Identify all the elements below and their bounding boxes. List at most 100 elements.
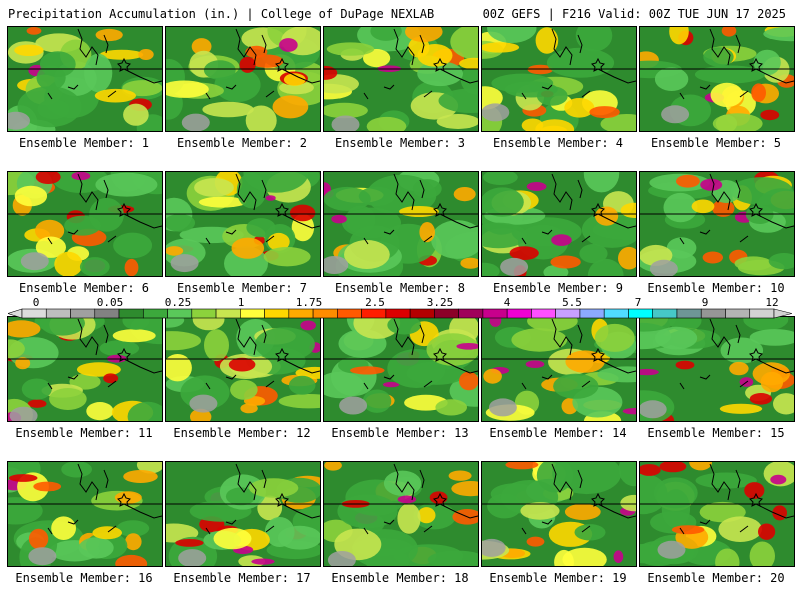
precip-blob [527, 317, 578, 332]
coastline [205, 463, 320, 535]
member-panel-15[interactable] [639, 316, 795, 422]
precip-field-map [640, 27, 794, 131]
precip-blob [749, 393, 773, 405]
precip-blob [640, 317, 676, 332]
precip-blob [583, 172, 620, 193]
member-panel-8[interactable] [323, 171, 479, 277]
colorbar-swatch [167, 308, 193, 319]
precip-blob [459, 57, 478, 70]
precip-blob [489, 317, 502, 327]
precip-blob [536, 86, 568, 106]
precip-blob [326, 42, 375, 56]
precip-blob [112, 329, 156, 343]
precip-blob [505, 462, 539, 470]
colorbar-tick-label: 4 [504, 297, 511, 309]
precip-blob [116, 520, 150, 537]
location-star-icon [433, 492, 447, 507]
dry-area [657, 540, 686, 559]
member-label: Ensemble Member: 3 [334, 136, 466, 150]
precip-blob [712, 113, 763, 131]
precip-blob [69, 373, 101, 390]
member-panel-14[interactable] [481, 316, 637, 422]
member-label: Ensemble Member: 10 [647, 281, 785, 295]
colorbar-swatch [70, 308, 96, 319]
member-panel-13[interactable] [323, 316, 479, 422]
member-panel-7[interactable] [165, 171, 321, 277]
precip-blob [288, 375, 316, 395]
member-label: Ensemble Member: 8 [334, 281, 466, 295]
coastline [47, 463, 162, 535]
member-panel-4[interactable] [481, 26, 637, 132]
precip-blob [79, 257, 110, 276]
precip-field-map [482, 27, 636, 131]
dry-area [331, 115, 360, 131]
colorbar-swatch [628, 308, 654, 319]
member-panel-17[interactable] [165, 461, 321, 567]
precip-blob [383, 381, 400, 388]
precip-blob [27, 399, 47, 408]
precip-blob [324, 462, 342, 471]
member-panel-10[interactable] [639, 171, 795, 277]
precip-blob [574, 524, 606, 541]
member-panel-12[interactable] [165, 316, 321, 422]
member-panel-6[interactable] [7, 171, 163, 277]
precip-blob [758, 523, 776, 540]
precip-blob [37, 99, 70, 120]
precip-blob [366, 116, 407, 131]
location-star-icon [749, 492, 763, 507]
precip-blob [35, 236, 66, 258]
member-panel-9[interactable] [481, 171, 637, 277]
colorbar-swatch [652, 308, 678, 319]
member-panel-1[interactable] [7, 26, 163, 132]
coastline [521, 173, 636, 245]
colorbar-swatch [482, 308, 508, 319]
location-star-icon [117, 202, 131, 217]
colorbar-swatch [264, 308, 290, 319]
member-panel-3[interactable] [323, 26, 479, 132]
precip-blob [61, 462, 92, 478]
member-panel-16[interactable] [7, 461, 163, 567]
precip-blob [417, 61, 463, 87]
colorbar-swatch [555, 308, 581, 319]
precip-blob [562, 547, 607, 566]
member-panel-11[interactable] [7, 316, 163, 422]
precip-blob [71, 172, 91, 181]
member-panel-18[interactable] [323, 461, 479, 567]
dry-area [500, 257, 529, 276]
location-star-icon [433, 202, 447, 217]
member-label: Ensemble Member: 12 [173, 426, 311, 440]
precip-blob [166, 213, 196, 232]
colorbar-tick-label: 3.25 [427, 297, 454, 309]
precip-blob [564, 503, 601, 520]
location-star-icon [433, 347, 447, 362]
precip-blob [8, 339, 25, 359]
colorbar-swatch [603, 308, 629, 319]
member-label: Ensemble Member: 13 [331, 426, 469, 440]
member-panel-5[interactable] [639, 26, 795, 132]
precip-blob [265, 195, 276, 201]
precip-blob [749, 541, 775, 566]
dry-area [20, 252, 49, 271]
precip-blob [525, 360, 545, 368]
precip-blob [239, 56, 256, 73]
precip-blob [575, 27, 613, 52]
colorbar-swatch [288, 308, 314, 319]
precip-blob [344, 240, 390, 269]
location-star-icon [591, 57, 605, 72]
colorbar-swatch [749, 308, 775, 319]
colorbar-swatch [142, 308, 168, 319]
coastline [679, 318, 794, 390]
precip-blob [654, 67, 689, 91]
precip-blob [35, 172, 61, 184]
member-panel-2[interactable] [165, 26, 321, 132]
precip-blob [663, 192, 698, 223]
precip-blob [691, 199, 715, 214]
member-label: Ensemble Member: 15 [647, 426, 785, 440]
location-star-icon [749, 202, 763, 217]
coastline [205, 173, 320, 245]
precip-blob [324, 371, 364, 399]
member-panel-19[interactable] [481, 461, 637, 567]
member-panel-20[interactable] [639, 461, 795, 567]
location-star-icon [275, 492, 289, 507]
precip-blob [551, 234, 572, 246]
